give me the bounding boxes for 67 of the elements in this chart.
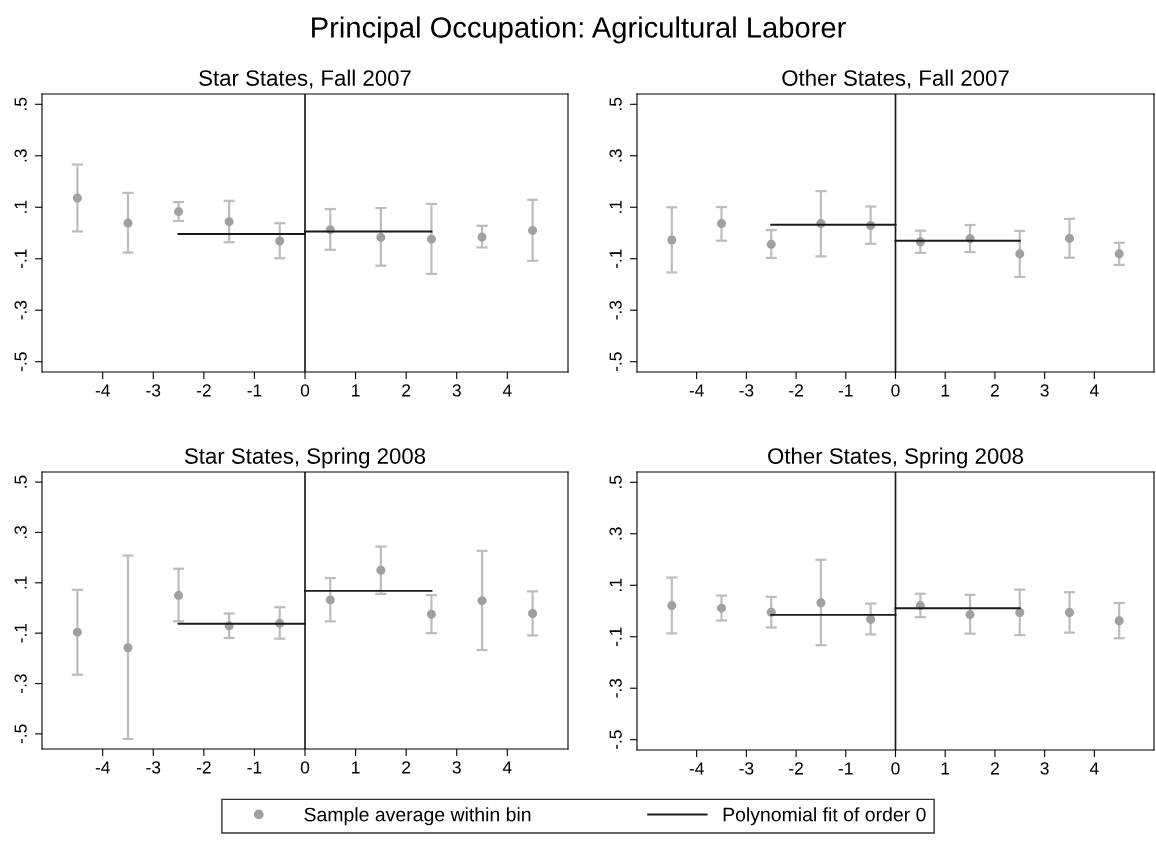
y-tick-label: .3 xyxy=(609,149,622,162)
x-tick-label: 2 xyxy=(402,384,411,397)
y-tick-label: .3 xyxy=(14,525,27,539)
x-tick-label: 4 xyxy=(502,761,512,774)
x-tick-label: 3 xyxy=(1040,762,1049,775)
x-tick-label: 1 xyxy=(941,384,950,397)
y-tick-label: -.3 xyxy=(14,674,27,693)
y-tick-label: .5 xyxy=(609,97,622,110)
x-tick-label: -3 xyxy=(739,762,754,775)
y-tick-label: .3 xyxy=(14,149,27,162)
x-tick-label: 3 xyxy=(452,761,461,774)
y-tick-label: .1 xyxy=(609,200,622,213)
text: Principal Occupation: Agricultural Laborer xyxy=(312,16,846,44)
x-tick-label: -4 xyxy=(95,761,110,774)
x-tick-label: 2 xyxy=(990,762,999,775)
legend-label: Polynomial fit of order 0 xyxy=(723,807,926,826)
y-tick-label: .5 xyxy=(14,475,27,488)
x-tick-label: 0 xyxy=(891,384,900,397)
x-tick-label: 1 xyxy=(352,761,360,774)
legend-label: Sample average within bin xyxy=(304,807,531,826)
y-tick-label: -.3 xyxy=(609,678,622,698)
y-tick-label: -.1 xyxy=(14,249,27,269)
x-tick-label: -2 xyxy=(789,384,803,397)
x-tick-label: 0 xyxy=(300,384,310,397)
x-tick-label: -4 xyxy=(95,384,110,397)
y-tick-label: .5 xyxy=(14,97,27,110)
y-tick-label: .1 xyxy=(609,578,622,591)
y-tick-label: -.1 xyxy=(609,627,622,647)
y-tick-label: .3 xyxy=(609,527,622,540)
x-tick-label: 3 xyxy=(452,384,461,397)
y-tick-label: -.5 xyxy=(14,352,27,372)
y-tick-label: -.5 xyxy=(609,352,622,372)
x-tick-label: -1 xyxy=(247,761,262,774)
chart-title: Star States, Fall 2007 xyxy=(199,69,411,89)
x-tick-label: -2 xyxy=(196,761,211,774)
y-tick-label: -.3 xyxy=(14,300,27,320)
x-tick-label: -1 xyxy=(247,384,262,397)
x-tick-label: 4 xyxy=(1089,762,1099,775)
chart-title: Star States, Spring 2008 xyxy=(184,447,426,469)
y-tick-label: -.1 xyxy=(609,249,622,269)
x-tick-label: 3 xyxy=(1040,384,1049,397)
x-tick-label: 2 xyxy=(402,761,411,774)
x-tick-label: 1 xyxy=(941,762,950,775)
x-tick-label: -4 xyxy=(689,762,704,775)
chart-title: Other States, Fall 2007 xyxy=(782,69,1009,89)
x-tick-label: 2 xyxy=(990,384,999,397)
y-tick-label: -.5 xyxy=(609,730,622,750)
x-tick-label: -2 xyxy=(196,384,211,397)
x-tick-label: 1 xyxy=(352,384,360,397)
x-tick-label: -3 xyxy=(146,761,161,774)
x-tick-label: 4 xyxy=(1089,384,1099,397)
x-tick-label: -1 xyxy=(838,384,853,397)
y-tick-label: -.1 xyxy=(14,623,27,643)
y-tick-label: .1 xyxy=(14,200,27,213)
x-tick-label: -4 xyxy=(689,384,704,397)
y-tick-label: .5 xyxy=(609,475,622,488)
x-tick-label: -2 xyxy=(789,762,803,775)
y-tick-label: -.5 xyxy=(14,724,27,744)
y-tick-label: -.3 xyxy=(609,300,622,320)
x-tick-label: 4 xyxy=(502,384,512,397)
x-tick-label: 0 xyxy=(891,762,900,775)
chart-title: Other States, Spring 2008 xyxy=(768,447,1024,469)
x-tick-label: -3 xyxy=(739,384,754,397)
x-tick-label: 0 xyxy=(300,761,310,774)
y-tick-label: .1 xyxy=(14,576,27,589)
x-tick-label: -3 xyxy=(146,384,161,397)
x-tick-label: -1 xyxy=(838,762,853,775)
